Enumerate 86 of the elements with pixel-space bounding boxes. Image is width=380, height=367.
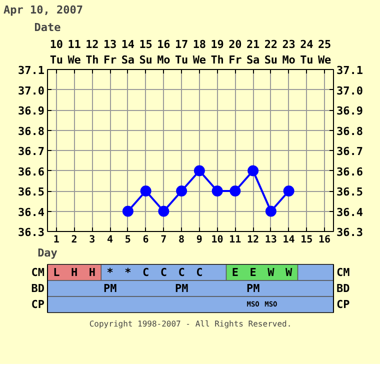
text: C	[196, 266, 203, 279]
point	[283, 186, 294, 196]
x-tick-label: 4	[107, 234, 114, 246]
x2-tick-label: 14 Sa	[121, 38, 135, 66]
x2-tick-label: 19 Th	[210, 38, 224, 66]
point	[158, 206, 170, 217]
category-label: CP	[31, 298, 45, 311]
x-tick-label: 12	[247, 234, 260, 246]
category-label: CM	[31, 266, 45, 279]
x-axis-title: Day	[38, 246, 58, 260]
text: E	[250, 266, 256, 279]
y2-tick-label: 36.3	[336, 226, 363, 239]
x2-tick-label: 22 Su	[264, 38, 278, 66]
x-tick-label: 14	[282, 234, 295, 246]
text: H	[71, 266, 78, 279]
x-tick-label: 15	[300, 234, 313, 246]
x2-tick-label: 17 Tu	[174, 38, 188, 66]
point	[140, 186, 152, 196]
y-tick-label: 36.3	[18, 226, 45, 239]
category-label: BD	[336, 282, 350, 295]
text: L	[53, 266, 60, 279]
point	[212, 186, 223, 196]
point	[122, 206, 134, 217]
y-tick-label: 36.8	[18, 124, 45, 138]
text: E	[232, 266, 238, 279]
x-tick-label: 6	[142, 234, 149, 246]
x2-tick-label: 18 We	[192, 38, 206, 66]
x-tick-label: 5	[124, 234, 131, 246]
text: *	[124, 266, 132, 279]
x2-tick-label: 16 Mo	[157, 38, 171, 66]
text: PM	[174, 282, 188, 295]
y-tick-label: 36.9	[18, 104, 45, 118]
x-tick-label: 9	[196, 234, 202, 246]
x-tick-label: 7	[160, 234, 167, 246]
x2-tick-label: 12 Th	[86, 38, 99, 66]
x2-tick-label: 25 We	[318, 38, 332, 66]
x-tick-label: 10	[211, 234, 224, 246]
point	[230, 186, 241, 196]
y-tick-label: 36.6	[18, 165, 45, 178]
y2-tick-label: 36.7	[336, 145, 363, 158]
y-tick-label: 36.5	[18, 186, 45, 198]
point	[248, 165, 259, 176]
text: PM	[246, 282, 260, 295]
x2-tick-label: 10 Tu	[50, 38, 64, 66]
y-tick-label: 36.4	[18, 206, 45, 219]
category-label: CP	[336, 298, 350, 311]
x-tick-label: 8	[178, 234, 185, 246]
text: PM	[103, 282, 117, 295]
text: C	[178, 266, 185, 279]
y2-tick-label: 36.6	[336, 165, 364, 178]
x2-tick-label: 23 Mo	[282, 38, 296, 66]
y-tick-label: 37.0	[18, 84, 45, 98]
y2-tick-label: 36.4	[336, 206, 364, 219]
x-tick-label: 3	[89, 234, 96, 246]
y-tick-label: 36.7	[18, 145, 45, 158]
chart-title: Apr 10, 2007	[4, 4, 83, 16]
text: *	[106, 266, 114, 279]
x2-tick-label: 21 Sa	[246, 38, 260, 66]
x2-axis-title: Date	[34, 20, 62, 34]
y2-tick-label: 37.0	[336, 84, 363, 98]
x-tick-label: 13	[264, 234, 277, 246]
x2-tick-label: 11 We	[68, 38, 82, 66]
x2-tick-label: 20 Fr	[228, 38, 242, 66]
text: Copyright 1998-2007 - All Rights Reserved.	[89, 320, 292, 328]
y-tick-label: 37.1	[18, 64, 45, 77]
text: W	[286, 266, 292, 279]
point	[194, 165, 205, 176]
point	[265, 206, 276, 217]
x-tick-label: 11	[229, 234, 242, 246]
point	[176, 186, 188, 196]
text: C	[142, 266, 150, 279]
text: H	[88, 266, 96, 279]
x2-tick-label: 13 Fr	[103, 38, 118, 66]
x2-tick-label: 24 Tu	[300, 38, 314, 66]
x2-tick-label: 15 Su	[139, 38, 152, 66]
x-tick-label: 2	[71, 234, 78, 246]
y2-tick-label: 36.9	[336, 104, 363, 118]
y2-tick-label: 37.1	[336, 64, 364, 77]
text: W	[268, 266, 274, 279]
text: C	[160, 266, 167, 279]
x-tick-label: 16	[318, 234, 331, 246]
category-label: CM	[336, 266, 350, 279]
y2-tick-label: 36.8	[336, 124, 363, 138]
y2-tick-label: 36.5	[336, 186, 363, 198]
x-tick-label: 1	[53, 234, 60, 246]
category-label: BD	[31, 282, 45, 295]
